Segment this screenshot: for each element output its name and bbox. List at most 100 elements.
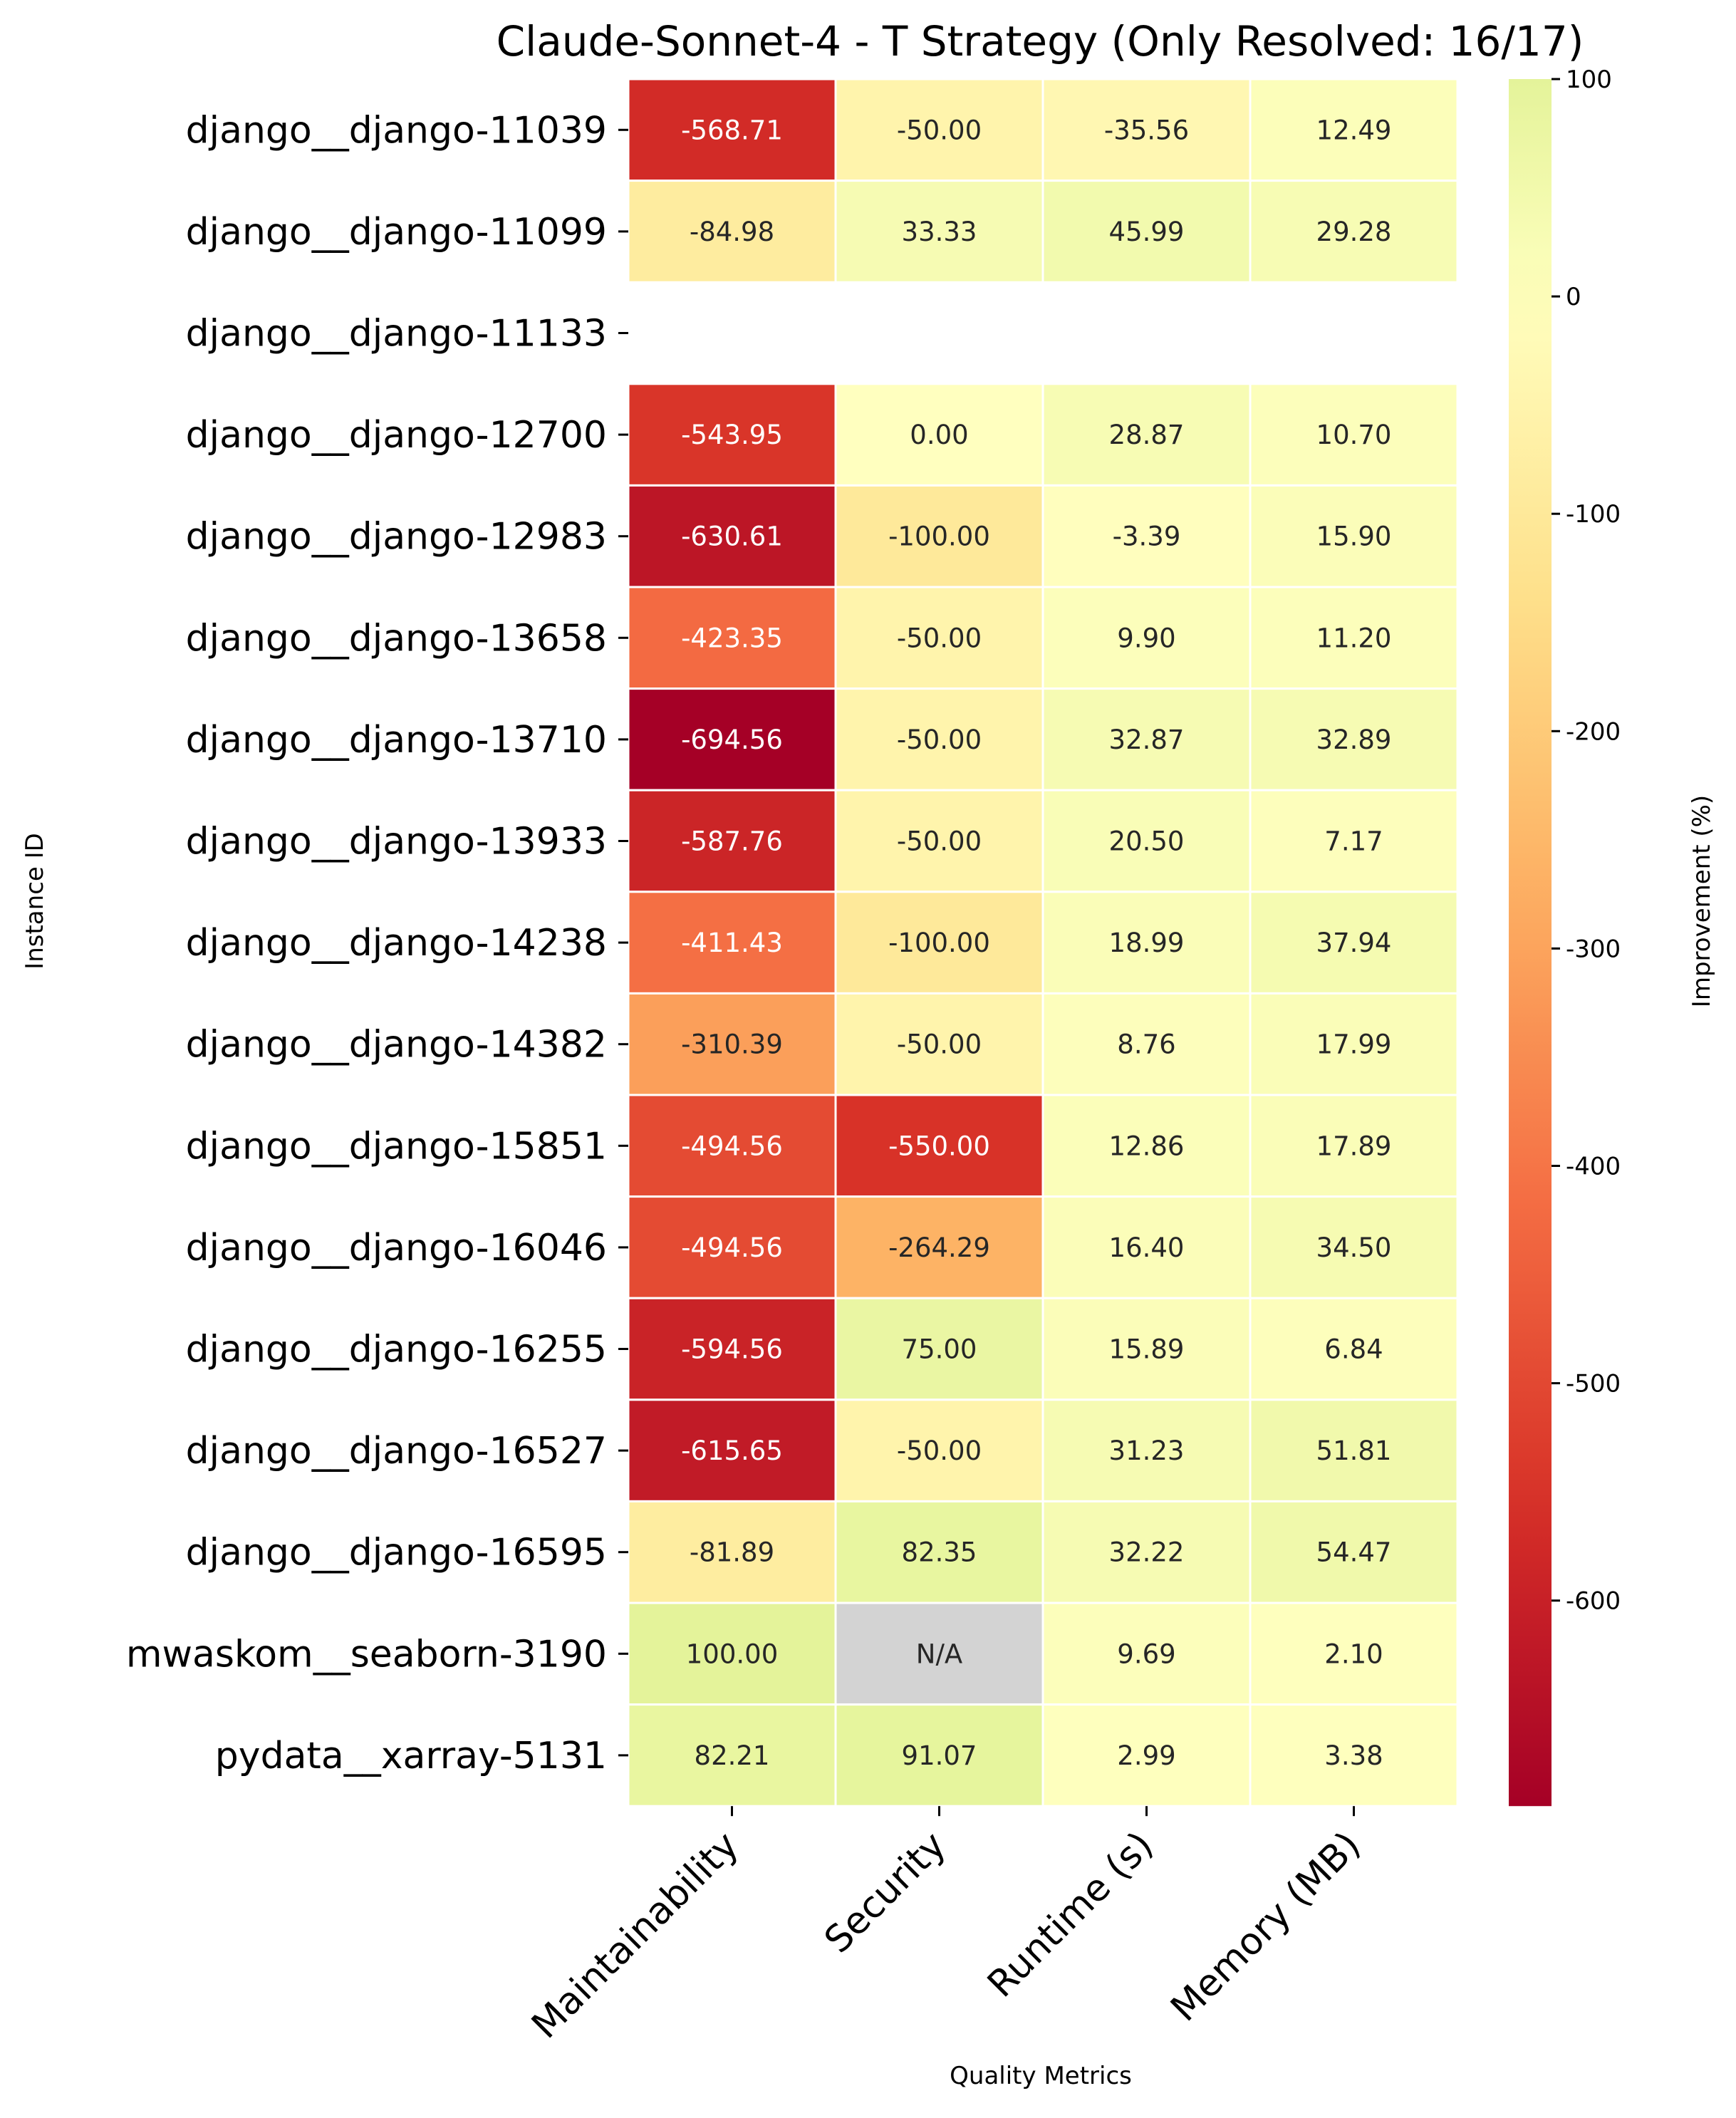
cell-value-label: 100.00 [686,1639,778,1669]
cell-value-label: 17.89 [1316,1131,1392,1161]
heatmap-cell [627,1398,837,1502]
cell-value-label: 32.22 [1109,1537,1185,1568]
cell-value-label: 54.47 [1316,1537,1392,1568]
cell-value-label: 17.99 [1316,1029,1392,1060]
cell-value-label: -264.29 [888,1232,990,1263]
heatmap-cell [627,484,837,588]
heatmap-cell [627,992,837,1096]
chart-title: Claude-Sonnet-4 - T Strategy (Only Resol… [497,17,1584,66]
heatmap-cell [627,1703,837,1807]
cell-value-label: -35.56 [1104,115,1189,145]
heatmap-cell [627,1297,837,1401]
y-tick-label: django__django-15851 [186,1125,607,1168]
y-tick-label: django__django-12983 [186,516,607,559]
cell-value-label: -50.00 [897,725,982,755]
cell-value-label: 9.69 [1117,1639,1175,1669]
heatmap-cell [1041,1602,1252,1706]
cell-value-label: -550.00 [888,1131,990,1161]
cell-value-label: 20.50 [1109,826,1185,857]
cell-value-label: 8.76 [1117,1029,1175,1060]
colorbar-tick-label: -100 [1566,500,1621,529]
cell-value-label: -630.61 [681,521,783,552]
heatmap-cell [834,687,1044,791]
heatmap-cell [1041,383,1252,487]
y-tick-label: django__django-14238 [186,922,607,965]
cell-value-label: 82.35 [902,1537,977,1568]
cell-value-label: 11.20 [1316,623,1392,653]
heatmap-cell [1249,1398,1459,1502]
heatmap-cell [834,891,1044,995]
y-tick-label: django__django-14382 [186,1024,607,1066]
y-tick-label: django__django-13710 [186,719,607,762]
heatmap-cell [1041,1398,1252,1502]
cell-value-label: 18.99 [1109,928,1185,958]
heatmap-cell [1249,484,1459,588]
heatmap-cell [1249,1602,1459,1706]
cell-value-label: 29.28 [1316,217,1392,247]
cell-value-label: 2.10 [1324,1639,1383,1669]
cell-value-label: -587.76 [681,826,783,857]
heatmap-cell [834,1398,1044,1502]
cell-value-label: -615.65 [681,1436,783,1466]
cell-value-label: 2.99 [1117,1740,1175,1771]
cell-value-label: -100.00 [888,521,990,552]
colorbar-tick-label: -300 [1566,935,1621,963]
heatmap-cell [1041,789,1252,893]
cell-value-label: 28.87 [1109,420,1185,450]
cell-value-label: -423.35 [681,623,783,653]
heatmap-cell [1249,1500,1459,1604]
cell-value-label: -543.95 [681,420,783,450]
cell-value-label: 75.00 [902,1334,977,1365]
x-axis-label: Quality Metrics [950,2062,1132,2090]
cell-value-label: 0.00 [910,420,968,450]
heatmap-cell [1249,687,1459,791]
cell-value-label: 82.21 [695,1740,770,1771]
cell-value-label: -694.56 [681,725,783,755]
cell-value-label: 45.99 [1109,217,1185,247]
heatmap-cell [1249,891,1459,995]
y-tick-label: django__django-11099 [186,211,607,254]
colorbar-tick-label: 100 [1566,66,1612,94]
heatmap-cell [834,1195,1044,1299]
cell-value-label: -81.89 [690,1537,774,1568]
y-tick-label: django__django-11133 [186,313,607,355]
cell-value-label: -594.56 [681,1334,783,1365]
cell-value-label: -3.39 [1113,521,1181,552]
y-tick-label: django__django-16595 [186,1532,607,1574]
heatmap-cell [1249,78,1459,182]
cell-value-label: 9.90 [1117,623,1175,653]
heatmap-cell [834,1094,1044,1198]
row-labels: django__django-11039 django__django-11099… [126,109,628,1777]
heatmap-cell [1249,992,1459,1096]
cell-value-label: 16.40 [1109,1232,1185,1263]
colorbar-tick-label: -600 [1566,1587,1621,1616]
y-tick-label: mwaskom__seaborn-3190 [126,1633,607,1676]
heatmap-cell [627,1094,837,1198]
heatmap-cell [1041,992,1252,1096]
cell-value-label: 33.33 [902,217,977,247]
heatmap-cell [834,484,1044,588]
heatmap-cell [834,1703,1044,1807]
cell-value-label: -50.00 [897,1436,982,1466]
cell-value-label: -494.56 [681,1232,783,1263]
heatmap-cell [627,78,837,182]
cell-value-label: -50.00 [897,623,982,653]
heatmap-cell [1041,1297,1252,1401]
y-tick-label: django__django-16255 [186,1329,607,1371]
cell-value-label: 15.90 [1316,521,1392,552]
cell-value-label: 34.50 [1316,1232,1392,1263]
y-axis-label: Instance ID [21,833,49,970]
colorbar-tick-label: -200 [1566,717,1621,746]
heatmap-cell [627,180,837,284]
cell-value-label: 31.23 [1109,1436,1185,1466]
cell-value-label: 3.38 [1324,1740,1383,1771]
heatmap-cells: -568.71 -50.00 -35.56 12.49 -84.98 33.33 45.99… [627,78,1459,1807]
heatmap-cell [834,1297,1044,1401]
heatmap-cell [1249,1094,1459,1198]
heatmap-cell [1249,1297,1459,1401]
y-tick-label: django__django-13933 [186,821,607,863]
heatmap-cell [834,180,1044,284]
colorbar-gradient [1509,79,1552,1807]
colorbar: 100 0 -100 -200 -300 -400 -500 -600 [1509,66,1621,1807]
cell-value-label: 37.94 [1316,928,1392,958]
